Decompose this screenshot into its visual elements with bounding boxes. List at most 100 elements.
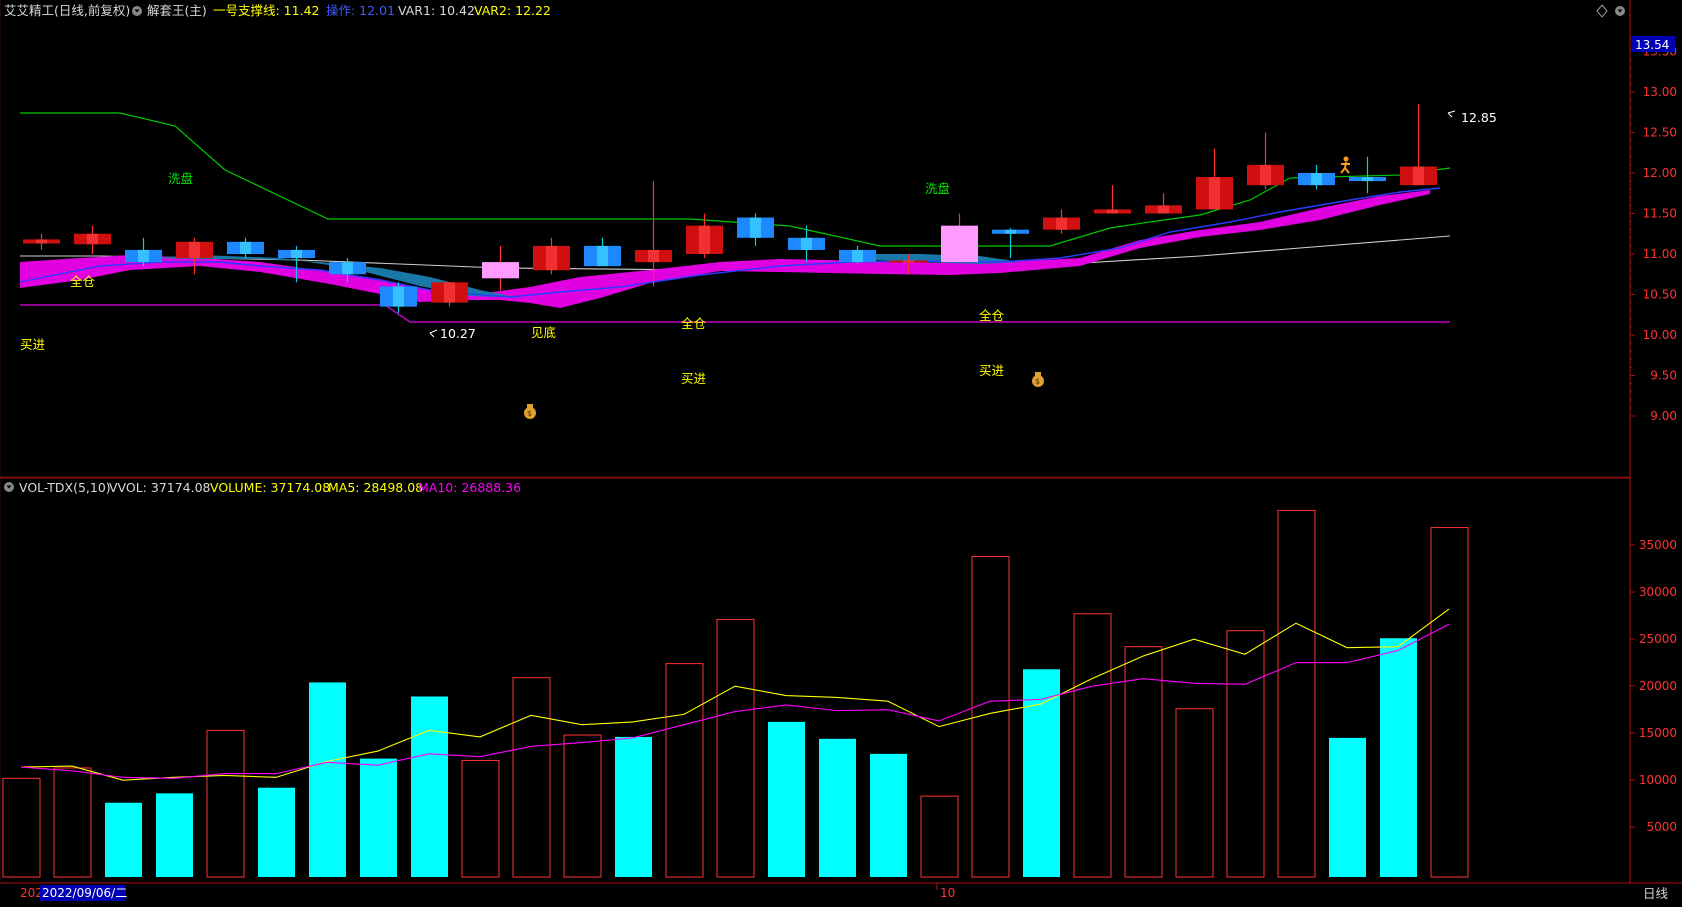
candle: [278, 245, 315, 283]
signal-label-buy-all: 全仓: [979, 308, 1005, 323]
volume-bar: [1023, 669, 1060, 877]
time-axis-bar: 202 2022/09/06/二 10: [20, 883, 955, 901]
date-cursor-box: [40, 885, 126, 901]
candle: [737, 213, 774, 246]
candle: [788, 225, 825, 263]
money-bag-icon: $: [1032, 372, 1044, 387]
price-tick-label: 9.50: [1650, 369, 1677, 383]
signal-label-buy: 买进: [681, 371, 707, 386]
candle: [227, 237, 264, 259]
volume-bar: [1380, 638, 1417, 877]
magenta-support-line: [20, 304, 1450, 323]
volume-tick-label: 35000: [1639, 538, 1677, 552]
volume-tick-label: 5000: [1646, 820, 1677, 834]
price-tick-label: 10.50: [1643, 288, 1677, 302]
signal-label-bottom: 见底: [531, 325, 556, 340]
volume-bar: [870, 753, 907, 877]
candle: [992, 228, 1029, 259]
candle: [1349, 156, 1386, 194]
candle: [1145, 193, 1182, 214]
price-tick-label: 11.50: [1643, 207, 1677, 221]
teal-wedge-area: [150, 255, 520, 298]
candle: [380, 282, 417, 314]
ma10-value: MA10: 26888.36: [418, 480, 521, 495]
high-marker: 12.85: [1447, 110, 1497, 125]
volume-bar: [716, 618, 755, 878]
candle: [839, 245, 876, 264]
candle: [533, 237, 570, 275]
date-cursor-label: 2022/09/06/二: [42, 886, 127, 900]
volume-bar: [2, 777, 41, 878]
volume-bar: [1073, 613, 1112, 878]
price-tick-label: 12.50: [1643, 126, 1677, 140]
current-price-label: 13.54: [1635, 38, 1669, 52]
var1-value: VAR1: 10.42: [398, 3, 475, 18]
price-tick-label: 9.00: [1650, 409, 1677, 423]
date-prefix: 202: [20, 886, 43, 900]
period-button-label[interactable]: 日线: [1643, 886, 1669, 901]
signal-label-buy: 买进: [20, 337, 46, 352]
candle: [1247, 132, 1284, 190]
period-button[interactable]: 日线: [1631, 884, 1682, 903]
candle: [23, 233, 60, 250]
candle: [74, 225, 111, 254]
candle: [1094, 185, 1131, 214]
volume-bar: [768, 721, 805, 877]
volume-bar: [563, 734, 602, 878]
candle: [482, 245, 519, 291]
low-price-label: 10.27: [440, 326, 476, 341]
price-panel-header: 艾艾精工(日线,前复权) 解套王(主) 一号支撑线: 11.42 操作: 12.…: [4, 3, 1625, 18]
support-line-value: 一号支撑线: 11.42: [213, 3, 319, 18]
signal-label-buy-all: 全仓: [70, 274, 96, 289]
candle: [941, 213, 978, 263]
signal-label-buy-all: 全仓: [681, 316, 707, 331]
volume-tick-label: 15000: [1639, 726, 1677, 740]
volume-tick-label: 25000: [1639, 632, 1677, 646]
var2-value: VAR2: 12.22: [474, 3, 551, 18]
runner-icon: [1340, 156, 1350, 174]
vvol-value: VVOL: 37174.08: [109, 480, 211, 495]
volume-tick-label: 10000: [1639, 773, 1677, 787]
ma10-line: [20, 623, 1450, 779]
candle: [1400, 104, 1437, 186]
price-tick-label: 11.00: [1643, 247, 1677, 261]
candle: [1043, 209, 1080, 234]
diamond-icon[interactable]: [1596, 4, 1608, 18]
candle: [1298, 164, 1335, 190]
volume-value: VOLUME: 37174.08: [210, 480, 330, 495]
volume-tick-label: 20000: [1639, 679, 1677, 693]
candle: [1196, 148, 1233, 210]
volume-bar: [1124, 646, 1163, 878]
volume-bar: [1277, 509, 1316, 878]
signal-label-wash: 洗盘: [168, 171, 193, 186]
candle: [890, 254, 927, 275]
volume-bar: [665, 663, 704, 878]
volume-bar: [819, 738, 856, 877]
volume-bar: [920, 795, 959, 878]
indicator-name: 解套王(主): [147, 3, 207, 18]
volume-bar: [309, 682, 346, 877]
operation-value: 操作: 12.01: [326, 3, 395, 18]
volume-bar: [360, 758, 397, 877]
volume-bar: [105, 802, 142, 877]
volume-bar: [258, 787, 295, 877]
volume-bar: [615, 736, 652, 877]
volume-bar: [206, 729, 245, 878]
volume-bar: [461, 759, 500, 878]
volume-panel-header: VOL-TDX(5,10) VVOL: 37174.08 VOLUME: 371…: [4, 480, 521, 495]
volume-indicator-toggle[interactable]: [4, 482, 14, 492]
candle: [635, 181, 672, 287]
volume-bar: [156, 793, 193, 877]
volume-bar: [512, 677, 551, 878]
collapse-icon[interactable]: [1615, 6, 1625, 16]
volume-bar: [53, 767, 92, 878]
svg-text:$: $: [1035, 377, 1040, 386]
price-tick-label: 13.00: [1643, 85, 1677, 99]
stock-title: 艾艾精工(日线,前复权): [4, 3, 130, 18]
indicator-toggle[interactable]: 解套王(主): [132, 3, 207, 18]
volume-bar: [411, 696, 448, 877]
ma5-value: MA5: 28498.08: [328, 480, 423, 495]
